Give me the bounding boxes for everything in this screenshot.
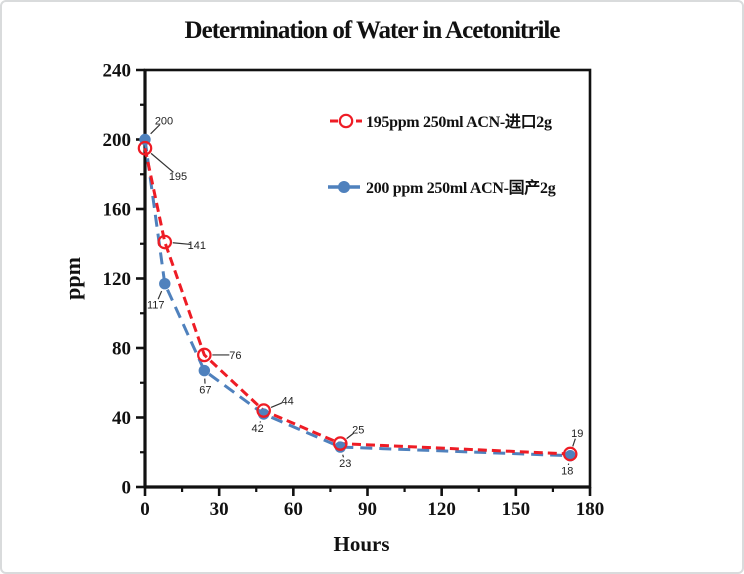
y-tick-label: 0 xyxy=(122,478,132,499)
y-tick-label: 240 xyxy=(103,61,132,82)
series-line-0 xyxy=(143,147,571,456)
x-tick-label: 180 xyxy=(576,499,605,520)
data-point-label: 200 xyxy=(155,116,173,128)
point-label-leader xyxy=(346,432,354,440)
legend-item: 200 ppm 250ml ACN-国产2g xyxy=(328,178,556,197)
x-axis-title: Hours xyxy=(333,532,389,556)
point-label-leader xyxy=(342,454,345,458)
point-label-leader xyxy=(150,152,174,173)
y-axis-title: ppm xyxy=(60,257,85,300)
data-point-label: 19 xyxy=(571,428,583,440)
data-point-label: 141 xyxy=(188,240,206,252)
y-tick-label: 120 xyxy=(103,269,132,290)
y-tick-label: 80 xyxy=(112,339,131,360)
data-point-label: 195 xyxy=(169,171,187,183)
data-point-open-circle xyxy=(137,140,153,156)
x-tick-label: 0 xyxy=(140,499,150,520)
legend-label: 195ppm 250ml ACN-进口2g xyxy=(366,113,552,131)
x-tick-label: 90 xyxy=(358,499,377,520)
legend-marker-open-circle xyxy=(338,113,354,129)
chart-title: Determination of Water in Acetonitrile xyxy=(184,17,561,44)
y-tick-label: 200 xyxy=(103,130,132,151)
x-tick-label: 30 xyxy=(210,499,229,520)
point-label-leader xyxy=(150,124,161,135)
y-tick-label: 160 xyxy=(103,200,132,221)
data-point-label: 42 xyxy=(252,423,264,435)
x-tick-label: 60 xyxy=(284,499,303,520)
data-point-open-circle xyxy=(562,446,578,462)
data-point-label: 67 xyxy=(199,385,211,397)
data-point-label: 44 xyxy=(282,396,294,408)
legend-marker-filled-circle xyxy=(338,181,350,193)
point-label-leader xyxy=(270,402,283,409)
legend: 195ppm 250ml ACN-进口2g 200 ppm 250ml ACN-国… xyxy=(328,113,556,197)
data-point-label: 18 xyxy=(561,466,573,478)
data-point-open-circle xyxy=(333,436,348,451)
data-point-label: 25 xyxy=(352,425,364,437)
point-label-leader xyxy=(172,242,191,246)
data-point-filled-circle xyxy=(159,278,171,290)
legend-item: 195ppm 250ml ACN-进口2g xyxy=(330,113,552,131)
plot-border xyxy=(143,68,592,489)
data-point-open-circle xyxy=(256,403,271,418)
x-tick-label: 150 xyxy=(502,499,531,520)
legend-label: 200 ppm 250ml ACN-国产2g xyxy=(366,178,556,197)
x-tick-label: 120 xyxy=(427,499,456,520)
data-point-open-circle xyxy=(157,234,173,250)
data-point-label: 117 xyxy=(147,300,165,312)
data-point-label: 76 xyxy=(229,350,241,362)
y-tick-label: 40 xyxy=(112,408,131,429)
data-point-open-circle xyxy=(197,347,212,363)
data-point-filled-circle xyxy=(198,364,211,377)
data-point-label: 23 xyxy=(339,458,351,470)
point-label-leader xyxy=(157,290,163,300)
point-label-leader xyxy=(572,438,576,447)
series-line-1 xyxy=(143,139,571,458)
